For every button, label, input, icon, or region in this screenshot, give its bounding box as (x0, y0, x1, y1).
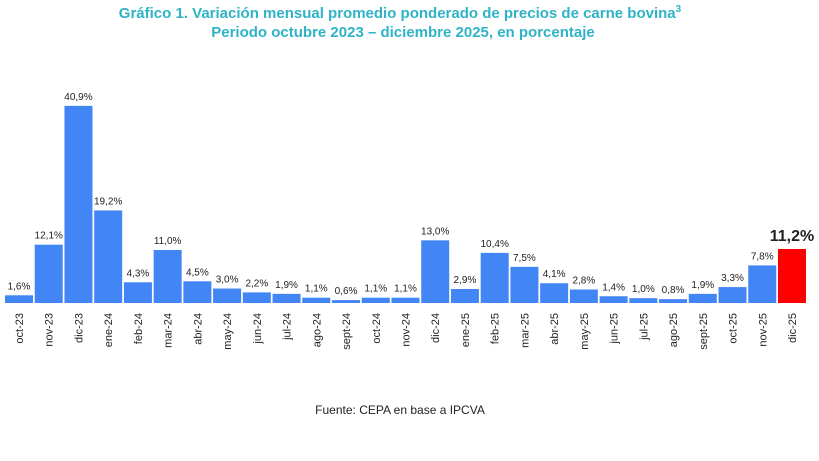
bar (450, 289, 479, 303)
bar (748, 265, 777, 303)
bar (599, 296, 628, 303)
bar (5, 295, 33, 303)
value-label: 0,8% (662, 285, 685, 296)
value-label: 2,9% (454, 275, 477, 286)
x-tick-label: mar-24 (163, 313, 175, 348)
x-tick-label: ago-24 (311, 313, 323, 347)
x-tick-label: jul-25 (638, 313, 650, 341)
x-tick-label: jul-24 (282, 313, 294, 341)
bar (94, 210, 123, 303)
title-superscript: 3 (676, 4, 682, 15)
value-label: 1,1% (364, 284, 387, 295)
value-label: 1,0% (632, 284, 655, 295)
bar (272, 293, 301, 303)
source: Fuente: CEPA en base a IPCVA (315, 403, 485, 417)
x-tick-label: dic-23 (73, 313, 85, 343)
value-label: 13,0% (421, 226, 449, 237)
value-label: 3,0% (216, 275, 239, 286)
value-label: 4,5% (186, 267, 209, 278)
bar (391, 297, 420, 303)
bar (718, 287, 747, 303)
bar (480, 252, 509, 303)
x-tick-label: sept-25 (698, 313, 710, 350)
bar (421, 240, 450, 303)
bar (688, 293, 717, 303)
bar (64, 105, 93, 303)
chart-subtitle: Periodo octubre 2023 – diciembre 2025, e… (211, 24, 595, 41)
bar (183, 281, 212, 303)
x-tick-label: nov-24 (400, 313, 412, 347)
x-tick-label: abr-25 (549, 313, 561, 345)
bar (361, 297, 390, 303)
x-tick-label: ago-25 (668, 313, 680, 347)
bar (153, 249, 182, 303)
value-label: 11,2% (770, 228, 814, 245)
x-tick-label: feb-25 (490, 313, 502, 344)
value-label: 1,1% (305, 284, 328, 295)
bar (540, 283, 569, 303)
x-tick-label: abr-24 (192, 313, 204, 345)
x-tick-label: oct-23 (14, 313, 26, 344)
bar (302, 297, 331, 303)
value-label: 3,3% (721, 273, 744, 284)
bar (510, 266, 539, 303)
x-tick-label: dic-25 (787, 313, 799, 343)
value-label: 7,5% (513, 253, 536, 264)
x-tick-label: mar-25 (519, 313, 531, 348)
x-tick-label: ene-24 (103, 313, 115, 347)
x-tick-label: may-24 (222, 313, 234, 350)
x-tick-label: dic-24 (430, 313, 442, 343)
bar (213, 288, 242, 303)
x-tick-label: oct-24 (371, 313, 383, 344)
x-tick-label: feb-24 (133, 313, 145, 344)
x-tick-label: jun-24 (252, 313, 264, 345)
x-tick-label: may-25 (579, 313, 591, 350)
x-tick-label: nov-25 (757, 313, 769, 347)
value-label: 12,1% (35, 231, 63, 242)
bar (242, 292, 271, 303)
value-label: 1,4% (602, 282, 625, 293)
value-label: 4,1% (543, 269, 566, 280)
value-label: 1,9% (691, 280, 714, 291)
value-label: 10,4% (481, 239, 509, 250)
bar (34, 244, 63, 303)
value-label: 11,0% (154, 236, 182, 247)
x-tick-label: nov-23 (44, 313, 56, 347)
x-tick-label: sept-24 (341, 313, 353, 350)
chart-title-line: Gráfico 1. Variación mensual promedio po… (119, 4, 682, 22)
x-tick-label: jun-25 (609, 313, 621, 345)
bar (659, 299, 688, 303)
x-tick-label: oct-25 (728, 313, 740, 344)
bar (777, 249, 806, 303)
value-label: 0,6% (335, 286, 358, 297)
value-label: 7,8% (751, 251, 774, 262)
value-label: 1,1% (394, 284, 417, 295)
value-label: 19,2% (94, 196, 122, 207)
chart-title: Gráfico 1. Variación mensual promedio po… (119, 5, 676, 22)
value-label: 2,2% (245, 278, 268, 289)
value-label: 40,9% (64, 92, 92, 103)
bar (332, 300, 361, 303)
value-label: 1,9% (275, 280, 298, 291)
x-tick-label: ene-25 (460, 313, 472, 347)
bar (123, 282, 152, 303)
value-label: 4,3% (127, 268, 150, 279)
value-label: 2,8% (572, 276, 595, 287)
value-label: 1,6% (8, 281, 31, 292)
bar (629, 298, 658, 303)
bar (569, 289, 598, 303)
